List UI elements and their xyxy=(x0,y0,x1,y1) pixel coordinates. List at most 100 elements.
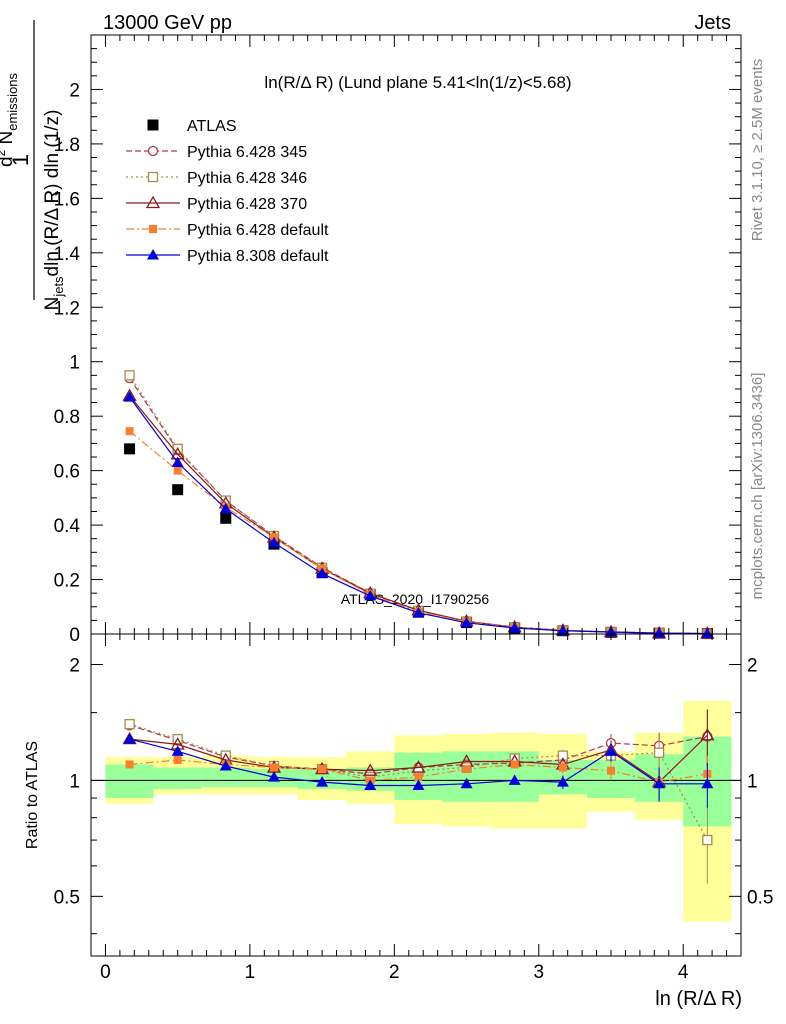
ratio-point xyxy=(411,760,426,773)
data-point xyxy=(316,567,329,579)
ratio-point xyxy=(268,771,281,782)
data-point xyxy=(701,627,714,639)
ratio-point xyxy=(460,777,473,789)
y-tick-label: 0.2 xyxy=(54,571,80,592)
ratio-point xyxy=(607,766,615,775)
ratio-point xyxy=(412,779,425,791)
ratio-point xyxy=(316,776,329,787)
y-tick-label-right: 0.5 xyxy=(747,887,773,908)
header-left: 13000 GeV pp xyxy=(103,12,232,34)
y-tick-label: 2 xyxy=(69,80,80,101)
plot-title: ln(R/Δ R) (Lund plane 5.41<ln(1/z)<5.68) xyxy=(264,73,571,92)
ratio-point xyxy=(364,779,377,791)
ratio-point xyxy=(700,727,715,741)
legend-marker xyxy=(147,249,159,260)
main-panel: ATLAS_2020_I1790256 0 0.2 0.4 0.6 0.8 1 1.2 1.4 1… xyxy=(54,34,742,646)
ratio-point xyxy=(558,763,567,772)
ratio-point xyxy=(510,760,519,769)
ratio-point xyxy=(653,747,665,758)
data-point xyxy=(508,622,521,633)
y-tick-label-right: 1 xyxy=(747,771,758,792)
y-tick-label: 0.4 xyxy=(54,516,81,537)
legend-label: Pythia 8.308 default xyxy=(187,248,329,265)
data-point xyxy=(653,627,666,638)
legend-marker xyxy=(145,195,161,209)
y-tick-label: 2 xyxy=(69,655,80,676)
ratio-point xyxy=(702,834,713,846)
data-point xyxy=(172,484,184,496)
data-point xyxy=(220,512,232,524)
ratio-frame xyxy=(90,633,742,957)
svg-text:Njetsdln (R/Δ R) dln (1/z): Njetsdln (R/Δ R) dln (1/z) xyxy=(42,110,66,311)
ratio-point xyxy=(125,760,134,769)
data-point xyxy=(364,589,377,601)
ratio-point xyxy=(124,718,135,730)
legend-marker xyxy=(149,225,157,233)
y-tick-label: 1 xyxy=(69,353,80,374)
y-tick-label: 0 xyxy=(69,625,80,646)
x-tick-label: 1 xyxy=(245,962,256,983)
ratio-point xyxy=(653,777,666,789)
ratio-point xyxy=(462,765,471,774)
legend: ATLAS Pythia 6.428 345 Pythia 6.428 346 Pyt… xyxy=(126,118,329,265)
ratio-point xyxy=(270,763,279,772)
data-point xyxy=(173,466,182,475)
data-point xyxy=(412,606,425,618)
y-tick-label-right: 2 xyxy=(747,655,758,676)
data-point xyxy=(460,616,473,628)
side-label-top: Rivet 3.1.10, ≥ 2.5M events xyxy=(749,59,766,242)
uncertainty-band-green xyxy=(201,767,250,788)
legend-marker xyxy=(147,171,159,183)
uncertainty-band-green xyxy=(153,767,202,789)
ratio-point xyxy=(173,755,182,764)
legend-label: Pythia 6.428 370 xyxy=(187,196,307,213)
ratio-point xyxy=(363,763,378,776)
y-tick-label: 1.2 xyxy=(54,298,80,319)
ratio-point xyxy=(556,776,569,787)
y-tick-label: 1.8 xyxy=(54,135,80,156)
ratio-point xyxy=(171,745,184,756)
legend-label: ATLAS xyxy=(187,118,237,135)
x-tick-label: 3 xyxy=(533,962,544,983)
data-point xyxy=(268,536,281,548)
data-point xyxy=(124,370,135,381)
side-label-bottom: mcplots.cern.ch [arXiv:1306.3436] xyxy=(749,373,766,600)
legend-label: Pythia 6.428 default xyxy=(187,222,329,239)
y-tick-label: 0.6 xyxy=(54,462,80,483)
x-tick-label: 4 xyxy=(678,962,689,983)
uncertainty-band-green xyxy=(442,751,491,802)
header-right: Jets xyxy=(694,12,731,34)
legend-label: Pythia 6.428 346 xyxy=(187,170,307,187)
legend-marker xyxy=(147,119,159,131)
ratio-point xyxy=(508,774,521,785)
ratio-panel: 0.5 0.5 1 1 2 2 0 1 2 3 4 xyxy=(54,633,773,983)
y-tick-label: 1.4 xyxy=(54,244,81,265)
y-tick-label: 1.6 xyxy=(54,189,80,210)
x-tick-label: 0 xyxy=(100,962,111,983)
y-tick-label: 0.8 xyxy=(54,407,80,428)
watermark: ATLAS_2020_I1790256 xyxy=(341,591,490,607)
ratio-point xyxy=(701,777,714,789)
data-point xyxy=(124,443,136,455)
ratio-point xyxy=(605,745,617,756)
y-tick-label: 1 xyxy=(69,771,80,792)
y-tick-label: 0.5 xyxy=(54,887,80,908)
ratio-point xyxy=(414,773,423,782)
x-tick-label: 2 xyxy=(389,962,400,983)
legend-marker xyxy=(147,145,159,157)
ratio-point xyxy=(219,760,232,771)
legend-label: Pythia 6.428 345 xyxy=(187,144,307,161)
main-y-label: 1 Njetsdln (R/Δ R) dln (1/z) d2 Nemissio… xyxy=(0,20,66,310)
data-point xyxy=(123,391,136,402)
ratio-series-4 xyxy=(123,733,714,808)
data-point xyxy=(125,427,134,436)
data-point xyxy=(219,502,232,514)
svg-text:d2 Nemissions: d2 Nemissions xyxy=(0,72,20,167)
ratio-y-label: Ratio to ATLAS xyxy=(24,741,41,849)
data-point xyxy=(171,456,184,467)
uncertainty-band-green xyxy=(105,764,154,799)
ratio-point xyxy=(318,765,327,774)
x-axis-label: ln (R/Δ R) xyxy=(655,988,742,1010)
data-point xyxy=(556,624,569,636)
